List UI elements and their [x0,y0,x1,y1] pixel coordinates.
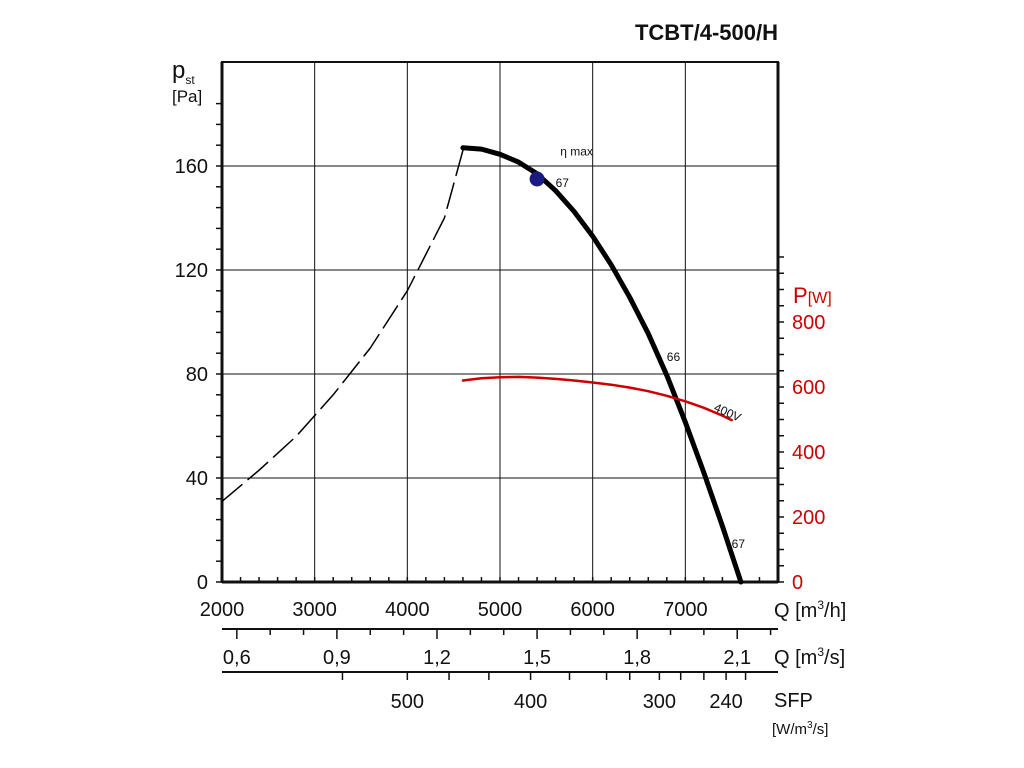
y-left-tick-label: 40 [186,468,208,490]
x-primary-tick-label: 2000 [200,599,245,621]
x-primary-tick-label: 3000 [292,599,337,621]
y-right-tick-label: 200 [792,507,825,529]
series [221,145,744,585]
eta-max-point [529,171,545,187]
y-right-tick-label: 0 [792,572,803,594]
sfp-label: SFP [774,690,813,712]
x-primary-label: Q [m3/h] [774,598,846,622]
y-left-unit: [Pa] [172,87,202,106]
y-right-tick-label: 400 [792,442,825,464]
y-left-tick-label: 120 [175,260,208,282]
efficiency-label: η max [560,145,593,159]
pressure-unstable-line [221,149,464,503]
y-left-tick-label: 0 [197,572,208,594]
grid [222,62,778,582]
pressure-line [460,145,744,585]
x-secondary-tick-label: 1,5 [523,647,551,669]
x-secondary-tick-label: 2,1 [723,647,751,669]
x-primary-tick-label: 7000 [663,599,708,621]
sfp-tick-label: 300 [643,691,676,713]
x-secondary-tick-label: 1,2 [423,647,451,669]
efficiency-label: 67 [556,176,570,190]
x-secondary-tick-label: 0,9 [323,647,351,669]
efficiency-label: 66 [667,350,681,364]
x-primary-tick-label: 4000 [385,599,430,621]
x-secondary-tick-label: 1,8 [623,647,651,669]
power-line [461,375,733,422]
y-left-label: pst [172,57,195,87]
annotations: η max 67 66 67 400V [529,145,746,551]
y-left-tick-label: 80 [186,364,208,386]
x-secondary-tick-label: 0,6 [223,647,251,669]
sfp-unit: [W/m3/s] [772,720,828,738]
x-secondary-label: Q [m3/s] [774,645,845,669]
voltage-label: 400V [712,400,743,424]
x-primary-tick-label: 6000 [570,599,615,621]
sfp-tick-label: 240 [709,691,742,713]
chart-title: TCBT/4-500/H [635,20,778,45]
sfp-tick-label: 400 [514,691,547,713]
x-primary-tick-label: 5000 [478,599,523,621]
y-right-label: P[W] [793,283,832,308]
sfp-tick-label: 500 [391,691,424,713]
y-left-tick-label: 160 [175,156,208,178]
efficiency-label: 67 [732,537,746,551]
y-right-tick-label: 800 [792,312,825,334]
y-right-tick-label: 600 [792,377,825,399]
